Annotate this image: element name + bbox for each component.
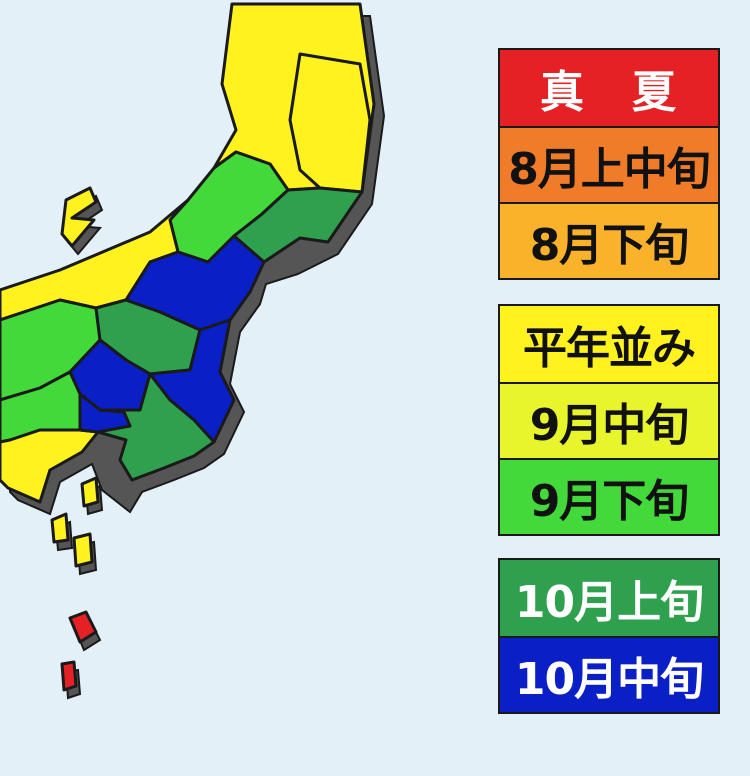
region-east-green [232, 186, 364, 264]
island-5 [60, 660, 78, 692]
legend-item: 8月下旬 [500, 202, 718, 278]
legend-item: 平年並み [500, 306, 718, 382]
island-3 [72, 532, 94, 568]
island-4 [68, 610, 98, 644]
legend-item: 8月上中旬 [500, 126, 718, 202]
island-sado [60, 186, 98, 248]
island-2 [50, 512, 70, 544]
legend-item: 10月上旬 [500, 560, 718, 636]
legend-group-normal: 平年並み 9月中旬 9月下旬 [498, 304, 720, 536]
legend-group-summer: 真 夏 8月上中旬 8月下旬 [498, 48, 720, 280]
legend-item: 10月中旬 [500, 636, 718, 712]
legend-item: 真 夏 [500, 50, 718, 126]
island-1 [80, 476, 100, 508]
legend-item: 9月中旬 [500, 382, 718, 458]
region-small-blue [78, 392, 132, 434]
region-coast-darkgreen [96, 372, 216, 482]
region-peninsula-yellow [0, 428, 100, 504]
legend-item: 9月下旬 [500, 458, 718, 534]
region-inner-north [288, 52, 372, 194]
legend-group-autumn: 10月上旬 10月中旬 [498, 558, 720, 714]
map-prefectures [0, 2, 376, 692]
